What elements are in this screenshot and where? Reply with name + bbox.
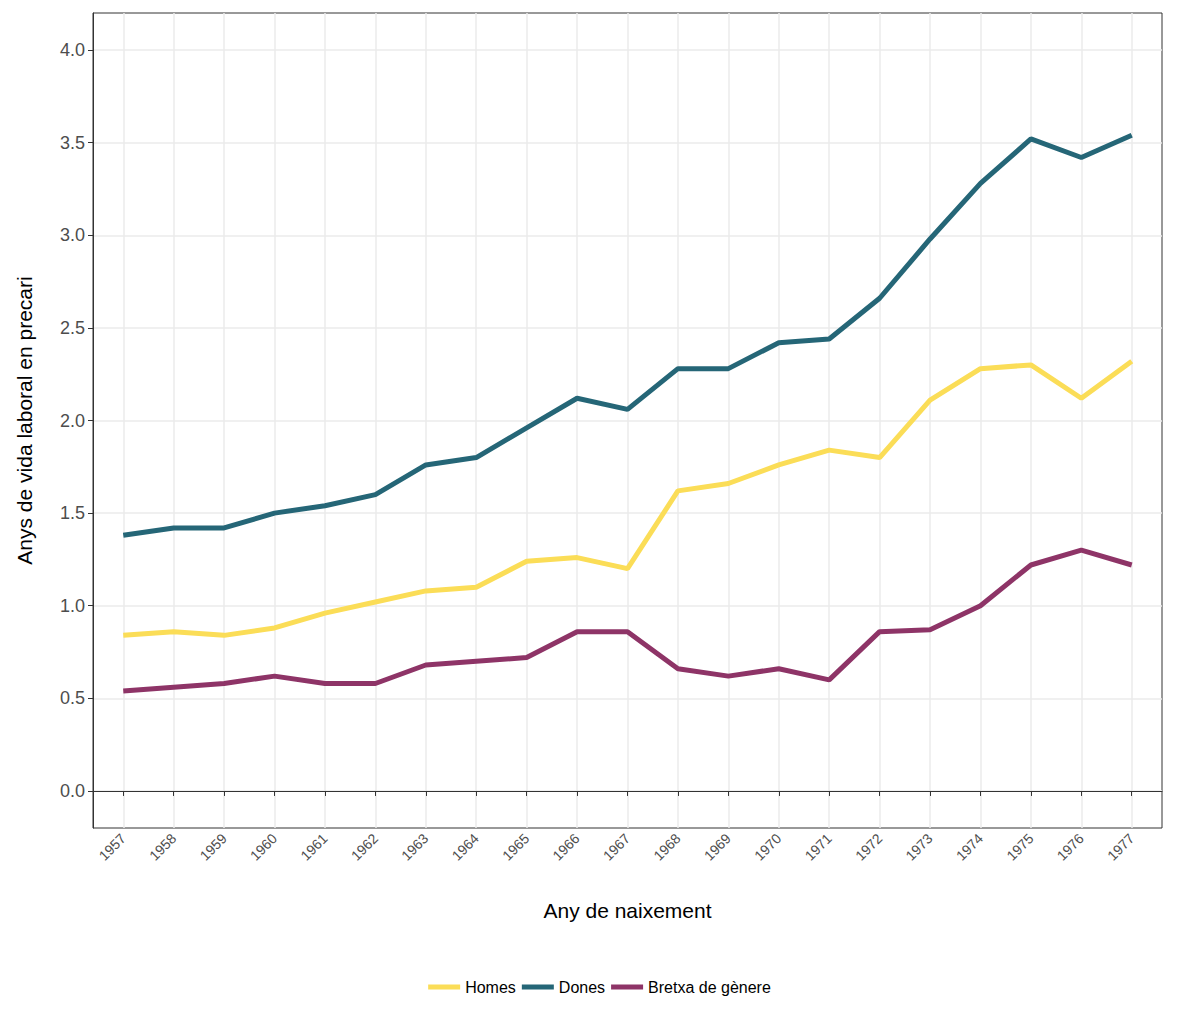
svg-text:1958: 1958: [146, 830, 179, 863]
svg-text:1969: 1969: [701, 830, 734, 863]
svg-text:1977: 1977: [1104, 830, 1137, 863]
svg-text:2.5: 2.5: [60, 318, 85, 338]
svg-text:0.0: 0.0: [60, 781, 85, 801]
svg-text:3.5: 3.5: [60, 133, 85, 153]
svg-text:1.5: 1.5: [60, 503, 85, 523]
svg-text:Any de naixement: Any de naixement: [543, 899, 711, 922]
svg-text:1972: 1972: [852, 830, 885, 863]
svg-text:3.0: 3.0: [60, 225, 85, 245]
svg-text:2.0: 2.0: [60, 411, 85, 431]
svg-text:1961: 1961: [297, 830, 330, 863]
svg-text:1966: 1966: [549, 830, 582, 863]
svg-text:4.0: 4.0: [60, 40, 85, 60]
svg-text:Homes: Homes: [465, 979, 516, 996]
svg-text:1970: 1970: [751, 830, 784, 863]
svg-text:1973: 1973: [902, 830, 935, 863]
svg-text:Bretxa de gènere: Bretxa de gènere: [648, 979, 771, 996]
svg-text:1.0: 1.0: [60, 596, 85, 616]
svg-text:1960: 1960: [247, 830, 280, 863]
svg-text:1962: 1962: [348, 830, 381, 863]
svg-text:1959: 1959: [196, 830, 229, 863]
svg-text:Anys de vida laboral en precar: Anys de vida laboral en precari: [13, 276, 36, 564]
svg-text:0.5: 0.5: [60, 688, 85, 708]
svg-text:1967: 1967: [600, 830, 633, 863]
svg-text:1975: 1975: [1003, 830, 1036, 863]
svg-text:1964: 1964: [449, 830, 482, 863]
svg-text:1963: 1963: [398, 830, 431, 863]
svg-text:1965: 1965: [499, 830, 532, 863]
svg-text:1971: 1971: [802, 830, 835, 863]
svg-text:1968: 1968: [650, 830, 683, 863]
svg-text:Dones: Dones: [559, 979, 605, 996]
svg-text:1976: 1976: [1054, 830, 1087, 863]
svg-text:1957: 1957: [96, 830, 129, 863]
svg-text:1974: 1974: [953, 830, 986, 863]
